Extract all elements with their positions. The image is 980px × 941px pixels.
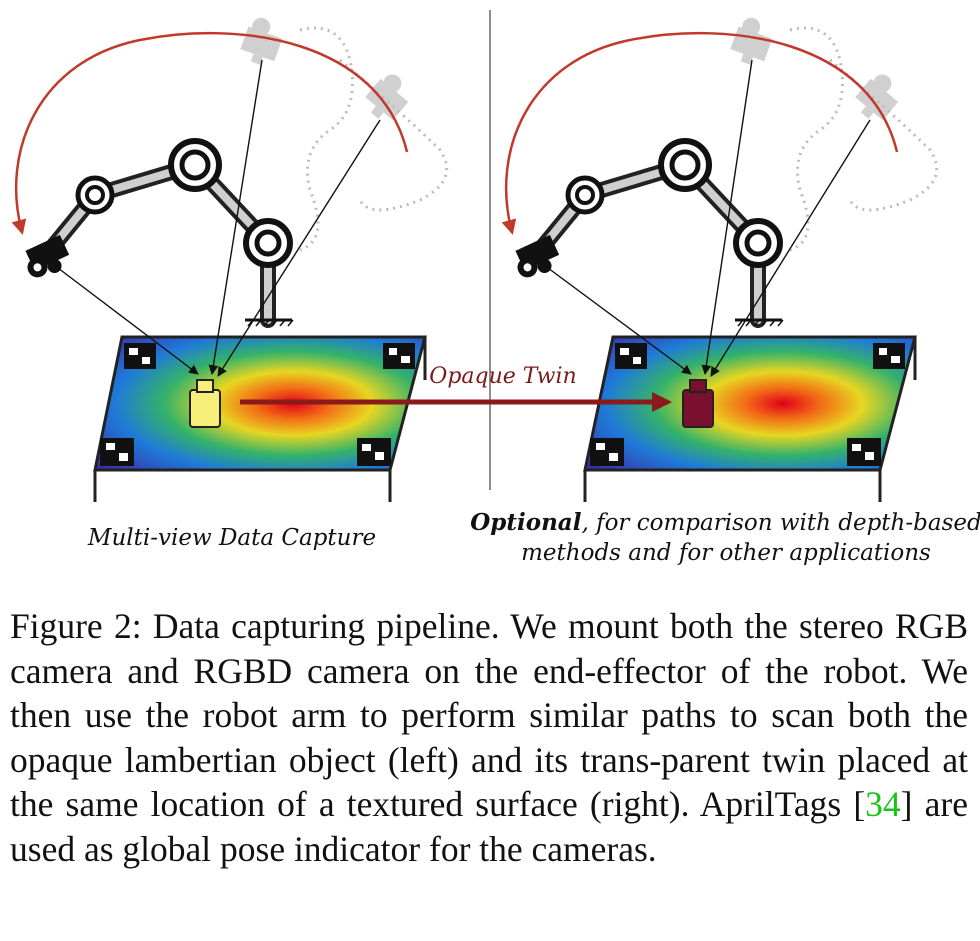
camera-icon: [855, 74, 899, 121]
opaque-object: [682, 379, 714, 428]
caption-text-end: ] are used as global pose indicator for …: [10, 784, 968, 869]
apriltag-icon: [124, 343, 156, 369]
pipeline-figure: Multi-view Data Capture: [11, 10, 980, 566]
apriltag-icon: [383, 343, 415, 369]
opaque-twin-arrow: Opaque Twin: [240, 364, 672, 412]
apriltag-icon: [357, 438, 391, 466]
left-panel: Multi-view Data Capture: [11, 17, 449, 551]
camera-icon: [25, 234, 70, 278]
left-panel-label: Multi-view Data Capture: [87, 525, 376, 551]
figure-caption: Figure 2: Data capturing pipeline. We mo…: [10, 604, 968, 871]
apriltag-icon: [847, 438, 881, 466]
right-panel: Optional, for comparison with depth-base…: [470, 17, 980, 566]
table: [93, 335, 427, 502]
camera-icon: [515, 234, 560, 278]
apriltag-icon: [615, 343, 647, 369]
citation-link[interactable]: 34: [865, 784, 901, 824]
ghost-arm-path: [299, 26, 449, 252]
apriltag-icon: [590, 438, 624, 466]
transparent-object: [189, 379, 221, 428]
camera-icon: [365, 74, 409, 121]
camera-path-arc: [11, 31, 409, 235]
robot-arm: [42, 138, 294, 328]
apriltag-icon: [873, 343, 905, 369]
ghost-arm-path: [789, 26, 939, 252]
apriltag-icon: [100, 438, 134, 466]
camera-path-arc: [501, 31, 899, 235]
robot-arm: [532, 138, 784, 328]
caption-text: Figure 2: Data capturing pipeline. We mo…: [10, 606, 968, 824]
right-panel-label: Optional, for comparison with depth-base…: [470, 509, 980, 536]
table: [583, 335, 917, 502]
arrow-label: Opaque Twin: [429, 364, 576, 389]
right-panel-label-line2: methods and for other applications: [521, 540, 931, 566]
